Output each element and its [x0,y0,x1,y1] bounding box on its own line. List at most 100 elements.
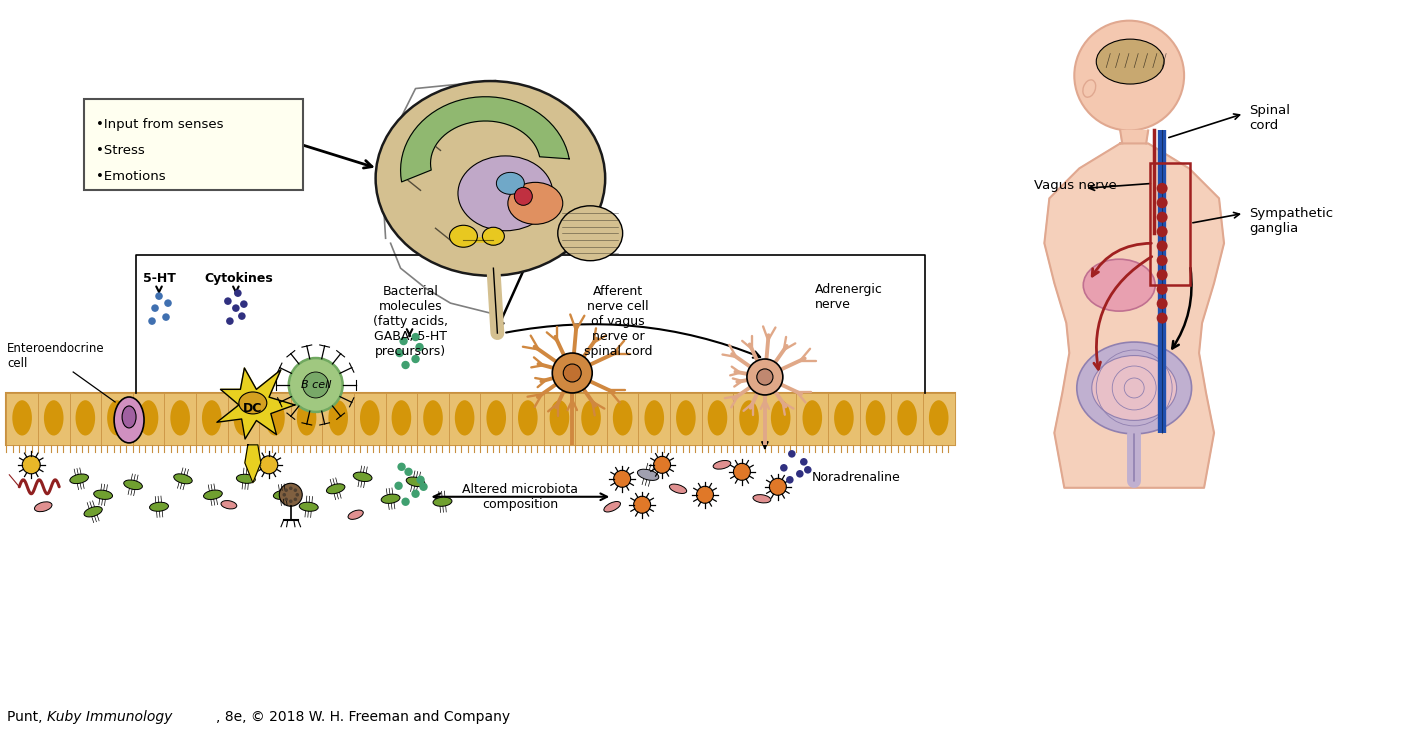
Bar [354,393,385,445]
Ellipse shape [122,406,136,428]
Circle shape [747,359,783,395]
Bar [38,393,69,445]
Circle shape [564,364,581,382]
Ellipse shape [482,227,505,245]
Ellipse shape [1083,259,1156,311]
Circle shape [405,467,413,476]
Ellipse shape [754,495,770,503]
Ellipse shape [803,400,823,435]
Circle shape [226,317,233,325]
Circle shape [515,187,533,205]
Bar [481,393,512,445]
Text: •Input from senses: •Input from senses [96,118,224,132]
Ellipse shape [13,400,32,435]
Bar [859,393,891,445]
Ellipse shape [644,400,664,435]
Polygon shape [1045,143,1225,488]
Bar [165,393,195,445]
Ellipse shape [139,400,159,435]
Ellipse shape [375,81,605,276]
Bar [922,393,955,445]
Ellipse shape [326,484,344,494]
Ellipse shape [713,461,731,469]
Circle shape [232,305,239,312]
Circle shape [1157,212,1167,223]
Circle shape [284,488,288,492]
Ellipse shape [581,400,600,435]
Bar [449,393,481,445]
Ellipse shape [44,400,63,435]
Circle shape [398,463,406,471]
Ellipse shape [603,502,620,512]
Ellipse shape [517,400,537,435]
Ellipse shape [406,477,425,487]
Bar [575,393,607,445]
Bar [891,393,922,445]
Circle shape [1157,241,1167,251]
Circle shape [240,300,247,308]
Ellipse shape [707,400,727,435]
Bar [512,393,544,445]
Bar [796,393,828,445]
Circle shape [1157,226,1167,237]
Ellipse shape [450,225,478,247]
Ellipse shape [458,156,553,231]
Ellipse shape [221,501,236,509]
Ellipse shape [124,480,142,490]
Ellipse shape [114,397,143,443]
Ellipse shape [381,494,399,504]
Ellipse shape [273,490,292,499]
Text: Adrenergic
nerve: Adrenergic nerve [815,283,883,311]
Bar [828,393,859,445]
Circle shape [260,456,278,474]
Circle shape [1157,198,1167,208]
Ellipse shape [392,400,411,435]
Circle shape [233,289,242,297]
Circle shape [294,498,297,501]
Circle shape [280,483,302,506]
Circle shape [415,343,423,351]
Circle shape [401,361,409,369]
Ellipse shape [239,392,267,414]
Text: , 8e, © 2018 W. H. Freeman and Company: , 8e, © 2018 W. H. Freeman and Company [217,710,510,724]
Circle shape [769,478,786,496]
Bar [671,393,702,445]
Bar [291,393,322,445]
Bar [385,393,418,445]
Bar [734,393,765,445]
Circle shape [395,349,404,357]
Ellipse shape [550,400,569,435]
Circle shape [283,493,285,496]
Ellipse shape [740,400,759,435]
Bar [6,393,955,445]
Text: Afferent
nerve cell
of vagus
nerve or
spinal cord: Afferent nerve cell of vagus nerve or sp… [583,285,652,358]
Circle shape [1157,255,1167,266]
Circle shape [288,358,343,412]
Ellipse shape [204,490,222,499]
Ellipse shape [866,400,886,435]
Ellipse shape [236,474,256,484]
Text: B cell: B cell [301,380,330,390]
Ellipse shape [770,400,790,435]
Circle shape [1157,270,1167,280]
Circle shape [162,314,170,321]
Bar [6,393,38,445]
Ellipse shape [676,400,696,435]
Polygon shape [1121,131,1149,143]
Bar [69,393,101,445]
Ellipse shape [496,172,524,195]
Ellipse shape [353,472,373,481]
Ellipse shape [360,400,380,435]
Ellipse shape [202,400,222,435]
Bar [765,393,796,445]
Polygon shape [245,445,262,483]
Polygon shape [217,368,295,439]
Ellipse shape [174,474,193,484]
Ellipse shape [423,400,443,435]
Ellipse shape [613,400,633,435]
Bar [1150,163,1189,285]
Text: •Emotions: •Emotions [96,170,166,184]
Polygon shape [401,97,569,182]
Circle shape [1157,313,1167,324]
Ellipse shape [929,400,949,435]
